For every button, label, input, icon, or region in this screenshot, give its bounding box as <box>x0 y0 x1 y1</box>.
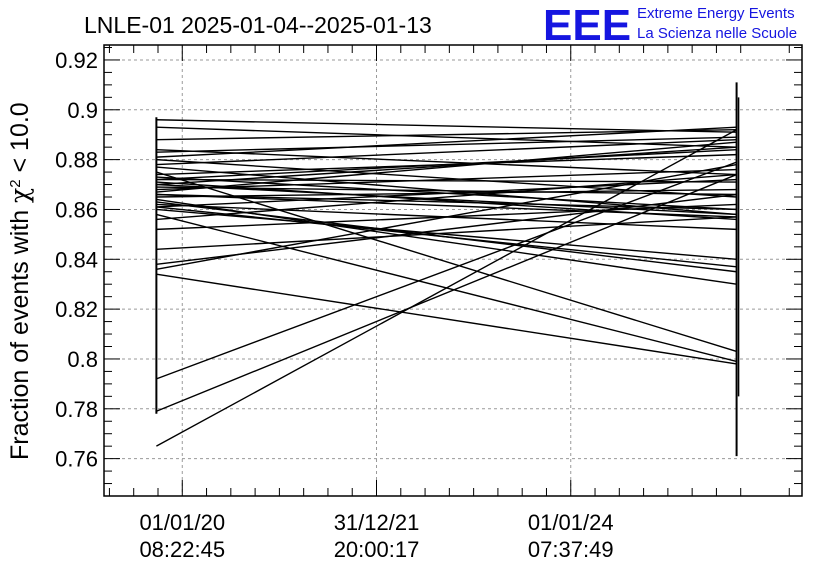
axes <box>103 44 803 497</box>
series-line <box>156 183 737 216</box>
vertical-bands <box>155 82 740 457</box>
series-line <box>156 146 737 186</box>
x-tick-date: 01/01/20 <box>139 510 225 535</box>
series-line <box>156 216 737 251</box>
series-line <box>156 148 737 181</box>
series-line <box>156 208 737 260</box>
y-tick-label: 0.9 <box>67 98 98 123</box>
series-line <box>156 193 737 218</box>
y-axis-label: Fraction of events with χ2 < 10.0 <box>5 102 34 460</box>
gridlines <box>104 45 802 496</box>
y-tick-label: 0.92 <box>55 48 98 73</box>
y-tick-label: 0.84 <box>55 247 98 272</box>
y-tick-labels: 0.76 0.78 0.8 0.82 0.84 0.86 0.88 0.9 0.92 <box>55 48 98 472</box>
series-line <box>156 173 737 412</box>
x-tick-time: 20:00:17 <box>334 537 420 562</box>
logo-line-1: Extreme Energy Events <box>637 5 795 22</box>
series-line <box>156 206 737 268</box>
series-line <box>156 178 737 208</box>
chart-title: LNLE-01 2025-01-04--2025-01-13 <box>84 12 432 38</box>
x-tick-date: 31/12/21 <box>334 510 420 535</box>
x-tick-time: 07:37:49 <box>528 537 614 562</box>
logo-line-2: La Scienza nelle Scuole <box>637 25 797 42</box>
data-series <box>156 119 737 447</box>
plot-frame <box>103 44 803 497</box>
series-line <box>156 186 737 196</box>
x-tick-date: 01/01/24 <box>528 510 614 535</box>
series-line <box>156 161 737 380</box>
y-tick-label: 0.82 <box>55 297 98 322</box>
series-line <box>156 129 737 447</box>
y-tick-label: 0.8 <box>67 347 98 372</box>
series-line <box>156 119 737 133</box>
y-tick-label: 0.76 <box>55 447 98 472</box>
y-tick-label: 0.86 <box>55 197 98 222</box>
eee-logo: EEE Extreme Energy Events La Scienza nel… <box>543 1 797 50</box>
series-line <box>156 273 737 365</box>
series-line <box>156 129 737 141</box>
series-line <box>156 193 737 211</box>
series-line <box>156 168 737 191</box>
series-line <box>156 141 737 193</box>
y-tick-label: 0.78 <box>55 397 98 422</box>
series-line <box>156 136 737 153</box>
series-line <box>156 148 737 176</box>
x-tick-time: 08:22:45 <box>139 537 225 562</box>
series-line <box>156 126 737 158</box>
y-tick-label: 0.88 <box>55 148 98 173</box>
series-line <box>156 193 737 265</box>
logo-letters: EEE <box>543 1 631 50</box>
series-line <box>156 138 737 166</box>
